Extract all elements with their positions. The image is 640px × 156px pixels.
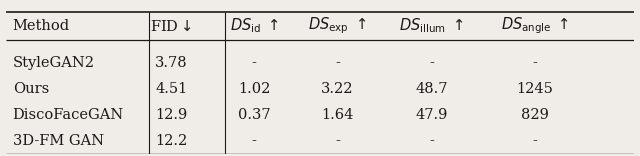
Text: Method: Method	[13, 19, 70, 33]
Text: FID$\downarrow$: FID$\downarrow$	[150, 19, 192, 34]
Text: 1245: 1245	[516, 82, 554, 96]
Text: -: -	[532, 134, 538, 148]
Text: -: -	[335, 56, 340, 70]
Text: 1.64: 1.64	[321, 108, 354, 122]
Text: 1.02: 1.02	[238, 82, 270, 96]
Text: -: -	[532, 56, 538, 70]
Text: -: -	[429, 56, 434, 70]
Text: 0.37: 0.37	[238, 108, 271, 122]
Text: 48.7: 48.7	[415, 82, 448, 96]
Text: -: -	[252, 134, 257, 148]
Text: $DS_{\mathrm{exp}}$ $\uparrow$: $DS_{\mathrm{exp}}$ $\uparrow$	[308, 16, 367, 36]
Text: $DS_{\mathrm{illum}}$ $\uparrow$: $DS_{\mathrm{illum}}$ $\uparrow$	[399, 17, 464, 35]
Text: $DS_{\mathrm{angle}}$ $\uparrow$: $DS_{\mathrm{angle}}$ $\uparrow$	[501, 16, 569, 36]
Text: Ours: Ours	[13, 82, 49, 96]
Text: 12.2: 12.2	[156, 134, 188, 148]
Text: 47.9: 47.9	[415, 108, 448, 122]
Text: StyleGAN2: StyleGAN2	[13, 56, 95, 70]
Text: -: -	[252, 56, 257, 70]
Text: $DS_{\mathrm{id}}$ $\uparrow$: $DS_{\mathrm{id}}$ $\uparrow$	[230, 17, 278, 35]
Text: -: -	[429, 134, 434, 148]
Text: 12.9: 12.9	[156, 108, 188, 122]
Text: 3.22: 3.22	[321, 82, 354, 96]
Text: 829: 829	[521, 108, 549, 122]
Text: 3D-FM GAN: 3D-FM GAN	[13, 134, 104, 148]
Text: 3.78: 3.78	[155, 56, 188, 70]
Text: -: -	[335, 134, 340, 148]
Text: 4.51: 4.51	[156, 82, 188, 96]
Text: DiscoFaceGAN: DiscoFaceGAN	[13, 108, 124, 122]
